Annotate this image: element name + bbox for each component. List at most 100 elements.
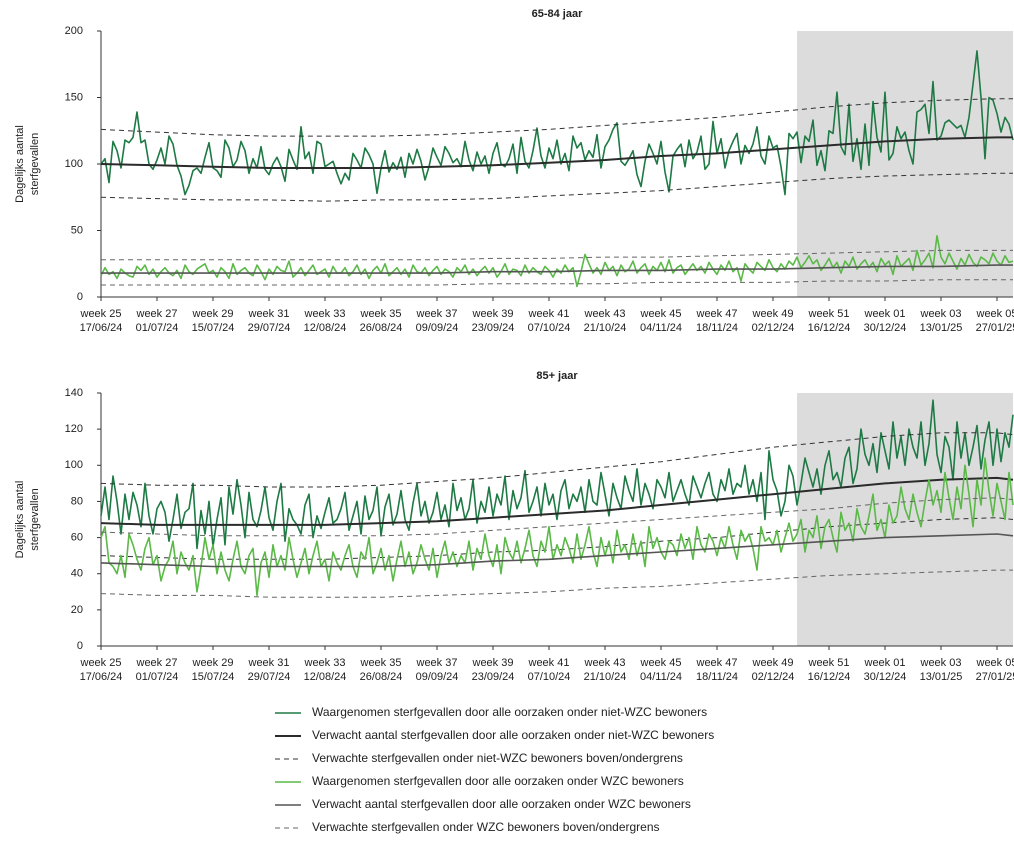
y-tick-label: 150 (65, 91, 83, 103)
x-tick-date: 18/11/24 (696, 671, 738, 683)
x-tick-date: 02/12/24 (752, 322, 795, 334)
x-tick-label: week 05 (976, 657, 1014, 669)
y-tick-label: 60 (71, 531, 83, 543)
series-line (100, 235, 1014, 288)
x-tick-date: 17/06/24 (80, 671, 123, 683)
y-tick-label: 0 (77, 640, 83, 652)
x-tick-date: 07/10/24 (528, 322, 571, 334)
x-tick-label: week 25 (80, 657, 122, 669)
legend-label: Waargenomen sterfgevallen door alle oorz… (312, 705, 707, 719)
x-tick-date: 09/09/24 (416, 322, 459, 334)
x-tick-label: week 31 (248, 657, 290, 669)
x-tick-date: 04/11/24 (640, 322, 682, 334)
x-tick-label: week 33 (304, 308, 346, 320)
y-axis-label: sterfgevallen (29, 133, 41, 195)
x-tick-date: 29/07/24 (248, 322, 291, 334)
x-tick-date: 15/07/24 (192, 322, 235, 334)
legend-label: Waargenomen sterfgevallen door alle oorz… (312, 774, 684, 788)
x-tick-label: week 01 (864, 657, 906, 669)
x-tick-label: week 03 (920, 657, 962, 669)
x-tick-date: 30/12/24 (864, 671, 907, 683)
x-tick-date: 16/12/24 (808, 322, 851, 334)
y-tick-label: 100 (65, 459, 83, 471)
x-tick-label: week 47 (696, 657, 738, 669)
x-tick-label: week 41 (528, 308, 570, 320)
x-tick-date: 01/07/24 (136, 322, 179, 334)
x-tick-date: 21/10/24 (584, 322, 627, 334)
x-tick-label: week 27 (136, 308, 178, 320)
x-tick-date: 21/10/24 (584, 671, 627, 683)
x-tick-label: week 43 (584, 657, 626, 669)
series-line (101, 264, 1013, 274)
x-tick-label: week 51 (808, 308, 850, 320)
x-tick-date: 12/08/24 (304, 322, 347, 334)
x-tick-date: 27/01/25 (976, 322, 1014, 334)
x-tick-label: week 49 (752, 657, 794, 669)
lower-bound-line (101, 279, 1013, 286)
x-tick-label: week 03 (920, 308, 962, 320)
x-tick-date: 29/07/24 (248, 671, 291, 683)
x-tick-date: 30/12/24 (864, 322, 907, 334)
x-tick-label: week 39 (472, 657, 514, 669)
upper-bound-line (100, 497, 1014, 537)
y-tick-label: 0 (77, 291, 83, 303)
x-tick-date: 12/08/24 (304, 671, 347, 683)
x-tick-label: week 41 (528, 657, 570, 669)
x-tick-date: 23/09/24 (472, 322, 515, 334)
x-tick-date: 17/06/24 (80, 322, 123, 334)
x-tick-label: week 25 (80, 308, 122, 320)
series-line (100, 533, 1014, 568)
x-tick-label: week 37 (416, 308, 458, 320)
x-tick-date: 04/11/24 (640, 671, 682, 683)
x-tick-date: 09/09/24 (416, 671, 459, 683)
x-tick-label: week 29 (192, 308, 234, 320)
x-tick-label: week 27 (136, 657, 178, 669)
x-tick-date: 26/08/24 (360, 671, 403, 683)
x-tick-date: 01/07/24 (136, 671, 179, 683)
series-line (100, 50, 1014, 196)
x-tick-label: week 39 (472, 308, 514, 320)
shaded-period (797, 393, 1013, 646)
x-tick-date: 18/11/24 (696, 322, 738, 334)
chart-title: 65-84 jaar (532, 8, 583, 20)
y-tick-label: 100 (65, 158, 83, 170)
x-tick-label: week 33 (304, 657, 346, 669)
x-tick-label: week 01 (864, 308, 906, 320)
legend-label: Verwachte sterfgevallen onder WZC bewone… (312, 820, 660, 834)
x-tick-label: week 47 (696, 308, 738, 320)
x-tick-label: week 45 (640, 657, 682, 669)
x-tick-label: week 51 (808, 657, 850, 669)
lower-bound-line (100, 172, 1013, 202)
y-tick-label: 20 (71, 604, 83, 616)
legend-label: Verwacht aantal sterfgevallen door alle … (312, 728, 714, 742)
x-tick-date: 13/01/25 (920, 671, 963, 683)
x-tick-date: 16/12/24 (808, 671, 851, 683)
legend-label: Verwacht aantal sterfgevallen door alle … (312, 797, 691, 811)
upper-bound-line (101, 249, 1013, 261)
y-tick-label: 120 (65, 423, 83, 435)
series-line (100, 399, 1014, 550)
x-tick-date: 02/12/24 (752, 671, 795, 683)
x-tick-label: week 43 (584, 308, 626, 320)
x-tick-label: week 05 (976, 308, 1014, 320)
y-tick-label: 140 (65, 387, 83, 399)
x-tick-label: week 45 (640, 308, 682, 320)
series-line (100, 476, 1014, 526)
y-tick-label: 50 (71, 224, 83, 236)
series-line (100, 136, 1013, 169)
y-axis-label: Dagelijks aantal (14, 481, 26, 559)
x-tick-date: 13/01/25 (920, 322, 963, 334)
x-tick-label: week 29 (192, 657, 234, 669)
y-tick-label: 80 (71, 495, 83, 507)
x-tick-date: 15/07/24 (192, 671, 235, 683)
upper-bound-line (100, 98, 1013, 137)
x-tick-label: week 37 (416, 657, 458, 669)
y-tick-label: 200 (65, 25, 83, 37)
x-tick-date: 26/08/24 (360, 322, 403, 334)
chart-title: 85+ jaar (536, 370, 578, 382)
legend-label: Verwachte sterfgevallen onder niet-WZC b… (312, 751, 683, 765)
x-tick-date: 07/10/24 (528, 671, 571, 683)
x-tick-label: week 35 (360, 657, 402, 669)
lower-bound-line (100, 517, 1014, 560)
